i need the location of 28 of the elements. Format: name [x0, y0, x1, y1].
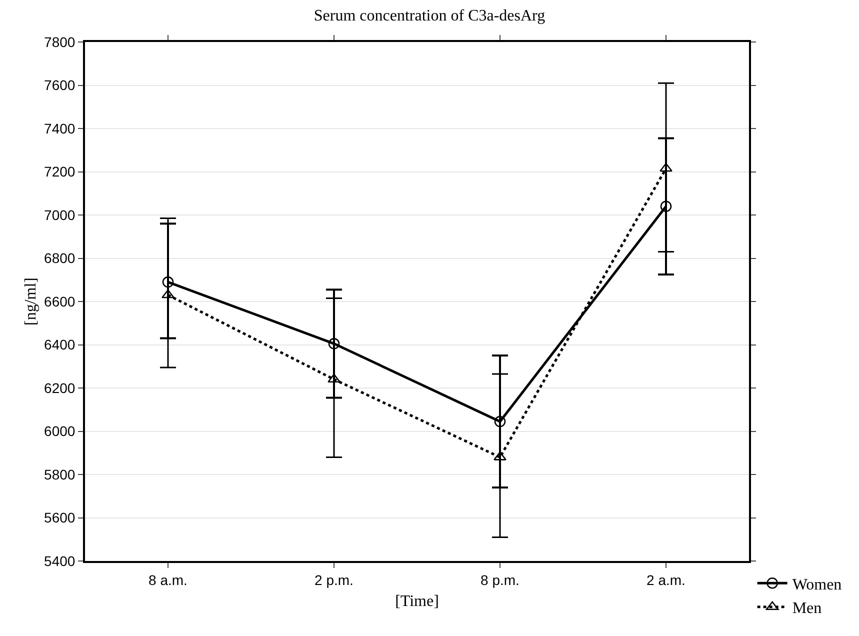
point: [328, 338, 340, 350]
point: [494, 416, 506, 428]
x-tick-label: 2 p.m.: [314, 572, 354, 588]
y-tick-label: 6600: [44, 293, 76, 310]
y-tick-label: 7000: [44, 206, 76, 223]
point: [660, 200, 672, 212]
x-tick-label: 8 a.m.: [148, 572, 188, 588]
y-tick-label: 7800: [44, 34, 76, 50]
x-tick-label: 2 a.m.: [646, 572, 686, 588]
legend-label: Men: [792, 600, 822, 618]
point: [162, 276, 174, 288]
y-axis-title: [ng/ml]: [22, 278, 40, 326]
y-tick-label: 7200: [44, 164, 76, 180]
point: [660, 162, 672, 172]
y-tick-label: 6400: [44, 336, 76, 353]
legend-label: Women: [792, 576, 842, 594]
y-tick-label: 6800: [44, 250, 76, 266]
y-tick-label: 5400: [44, 552, 76, 569]
y-tick-label: 7600: [44, 77, 76, 94]
y-tick-label: 7400: [44, 120, 76, 136]
y-tick-label: 6000: [44, 423, 76, 440]
y-tick-label: 5800: [44, 466, 76, 482]
chart-title: Serum concentration of C3a-desArg: [314, 8, 546, 25]
x-axis-title: [Time]: [395, 593, 439, 610]
point: [162, 289, 174, 298]
x-tick-label: 8 p.m.: [480, 572, 520, 588]
y-tick-label: 5600: [44, 510, 76, 526]
y-tick-label: 6200: [44, 380, 76, 396]
